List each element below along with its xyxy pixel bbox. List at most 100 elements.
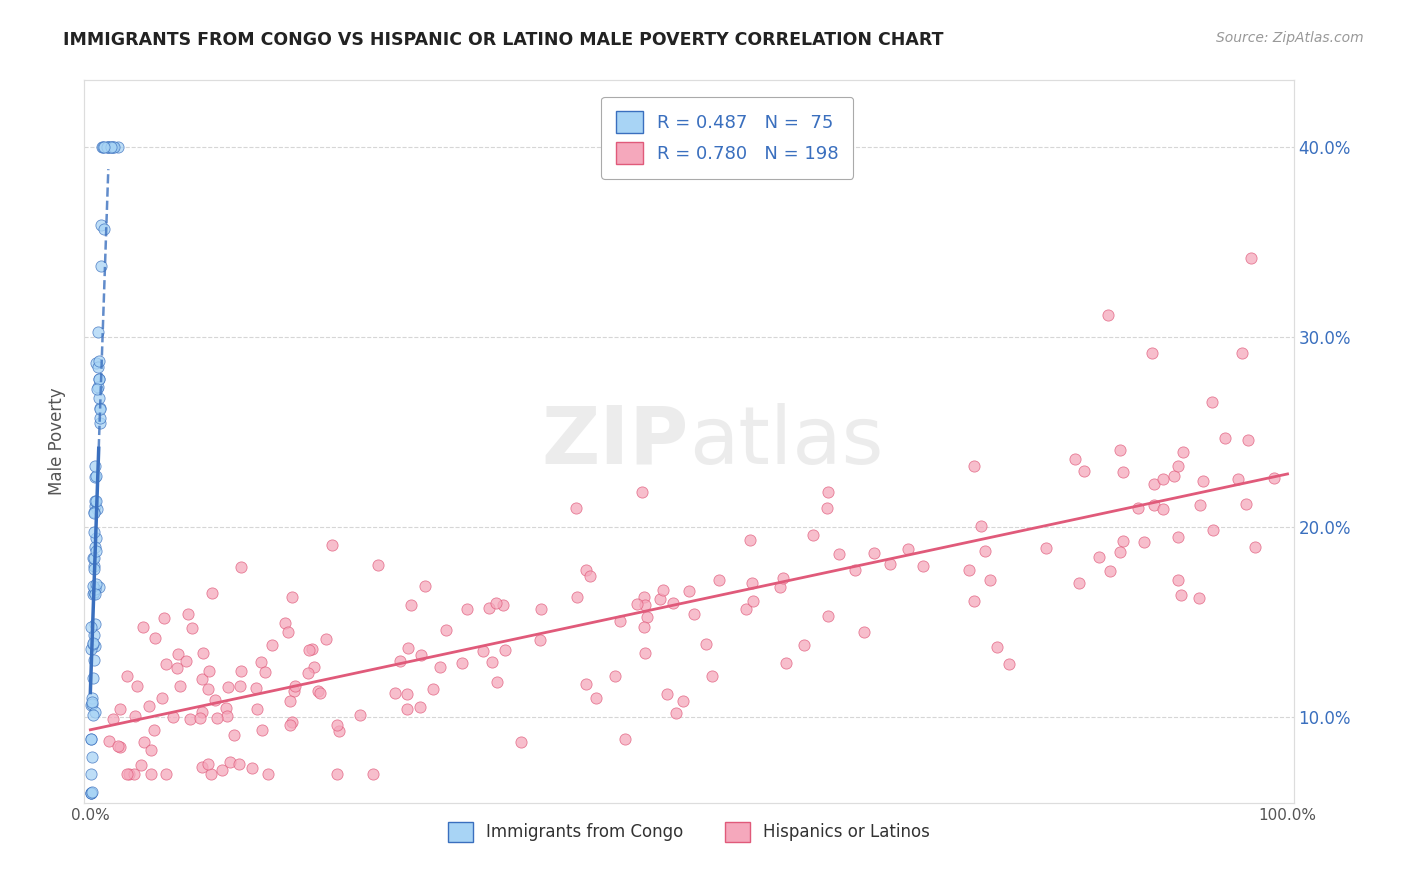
Point: [1230, 346, 1253, 360]
Point: [1226, 472, 1249, 486]
Point: [636, 609, 658, 624]
Point: [82, 579, 104, 593]
Point: [100, 140, 122, 154]
Point: [471, 644, 494, 658]
Point: [844, 563, 866, 577]
Point: [84, 356, 107, 370]
Point: [204, 693, 226, 707]
Point: [678, 584, 700, 599]
Point: [1167, 530, 1189, 544]
Point: [297, 665, 319, 680]
Point: [1063, 452, 1085, 467]
Point: [1097, 308, 1119, 322]
Point: [80, 695, 103, 709]
Point: [145, 632, 167, 646]
Point: [986, 640, 1008, 655]
Point: [326, 718, 349, 732]
Point: [273, 616, 295, 631]
Point: [162, 710, 184, 724]
Point: [80, 749, 103, 764]
Point: [648, 591, 671, 606]
Point: [82, 637, 104, 651]
Point: [107, 739, 129, 753]
Point: [1240, 251, 1263, 265]
Point: [86, 382, 108, 396]
Point: [82, 671, 104, 685]
Point: [603, 669, 626, 683]
Point: [1112, 465, 1135, 479]
Point: [1173, 445, 1195, 459]
Point: [254, 665, 277, 679]
Point: [396, 702, 419, 716]
Point: [772, 571, 794, 585]
Point: [124, 709, 146, 723]
Point: [631, 485, 654, 500]
Point: [530, 602, 553, 616]
Point: [122, 767, 145, 781]
Point: [494, 642, 516, 657]
Point: [80, 690, 103, 705]
Point: [86, 493, 108, 508]
Point: [193, 646, 215, 660]
Point: [578, 568, 600, 582]
Point: [83, 587, 105, 601]
Point: [83, 494, 105, 508]
Point: [436, 623, 458, 637]
Point: [139, 767, 162, 781]
Point: [974, 544, 997, 558]
Point: [361, 767, 384, 781]
Text: Source: ZipAtlas.com: Source: ZipAtlas.com: [1216, 31, 1364, 45]
Point: [1244, 540, 1267, 554]
Point: [83, 499, 105, 513]
Point: [1128, 501, 1150, 516]
Point: [155, 657, 177, 672]
Point: [80, 786, 103, 800]
Point: [1202, 523, 1225, 537]
Point: [138, 698, 160, 713]
Point: [801, 528, 824, 542]
Point: [742, 594, 765, 608]
Point: [278, 717, 301, 731]
Point: [228, 679, 250, 693]
Point: [277, 624, 299, 639]
Point: [80, 786, 103, 800]
Point: [367, 558, 389, 573]
Point: [83, 585, 105, 599]
Point: [83, 562, 105, 576]
Point: [456, 602, 478, 616]
Point: [84, 469, 107, 483]
Point: [115, 767, 138, 781]
Point: [769, 580, 792, 594]
Point: [633, 620, 655, 634]
Point: [301, 641, 323, 656]
Point: [315, 632, 337, 647]
Point: [1133, 534, 1156, 549]
Point: [83, 524, 105, 539]
Point: [89, 391, 111, 405]
Point: [328, 724, 350, 739]
Point: [1098, 564, 1121, 578]
Point: [863, 546, 886, 560]
Point: [87, 359, 110, 374]
Point: [257, 767, 280, 781]
Point: [86, 380, 108, 394]
Point: [83, 628, 105, 642]
Point: [450, 656, 472, 670]
Point: [87, 353, 110, 368]
Point: [411, 648, 433, 662]
Point: [1109, 443, 1132, 458]
Point: [815, 501, 838, 516]
Point: [197, 681, 219, 696]
Point: [82, 708, 104, 723]
Point: [166, 661, 188, 675]
Point: [585, 691, 607, 706]
Point: [700, 669, 723, 683]
Point: [775, 656, 797, 670]
Point: [384, 686, 406, 700]
Point: [979, 573, 1001, 587]
Point: [80, 698, 103, 712]
Point: [741, 575, 763, 590]
Point: [492, 598, 515, 612]
Point: [84, 582, 107, 597]
Point: [575, 676, 598, 690]
